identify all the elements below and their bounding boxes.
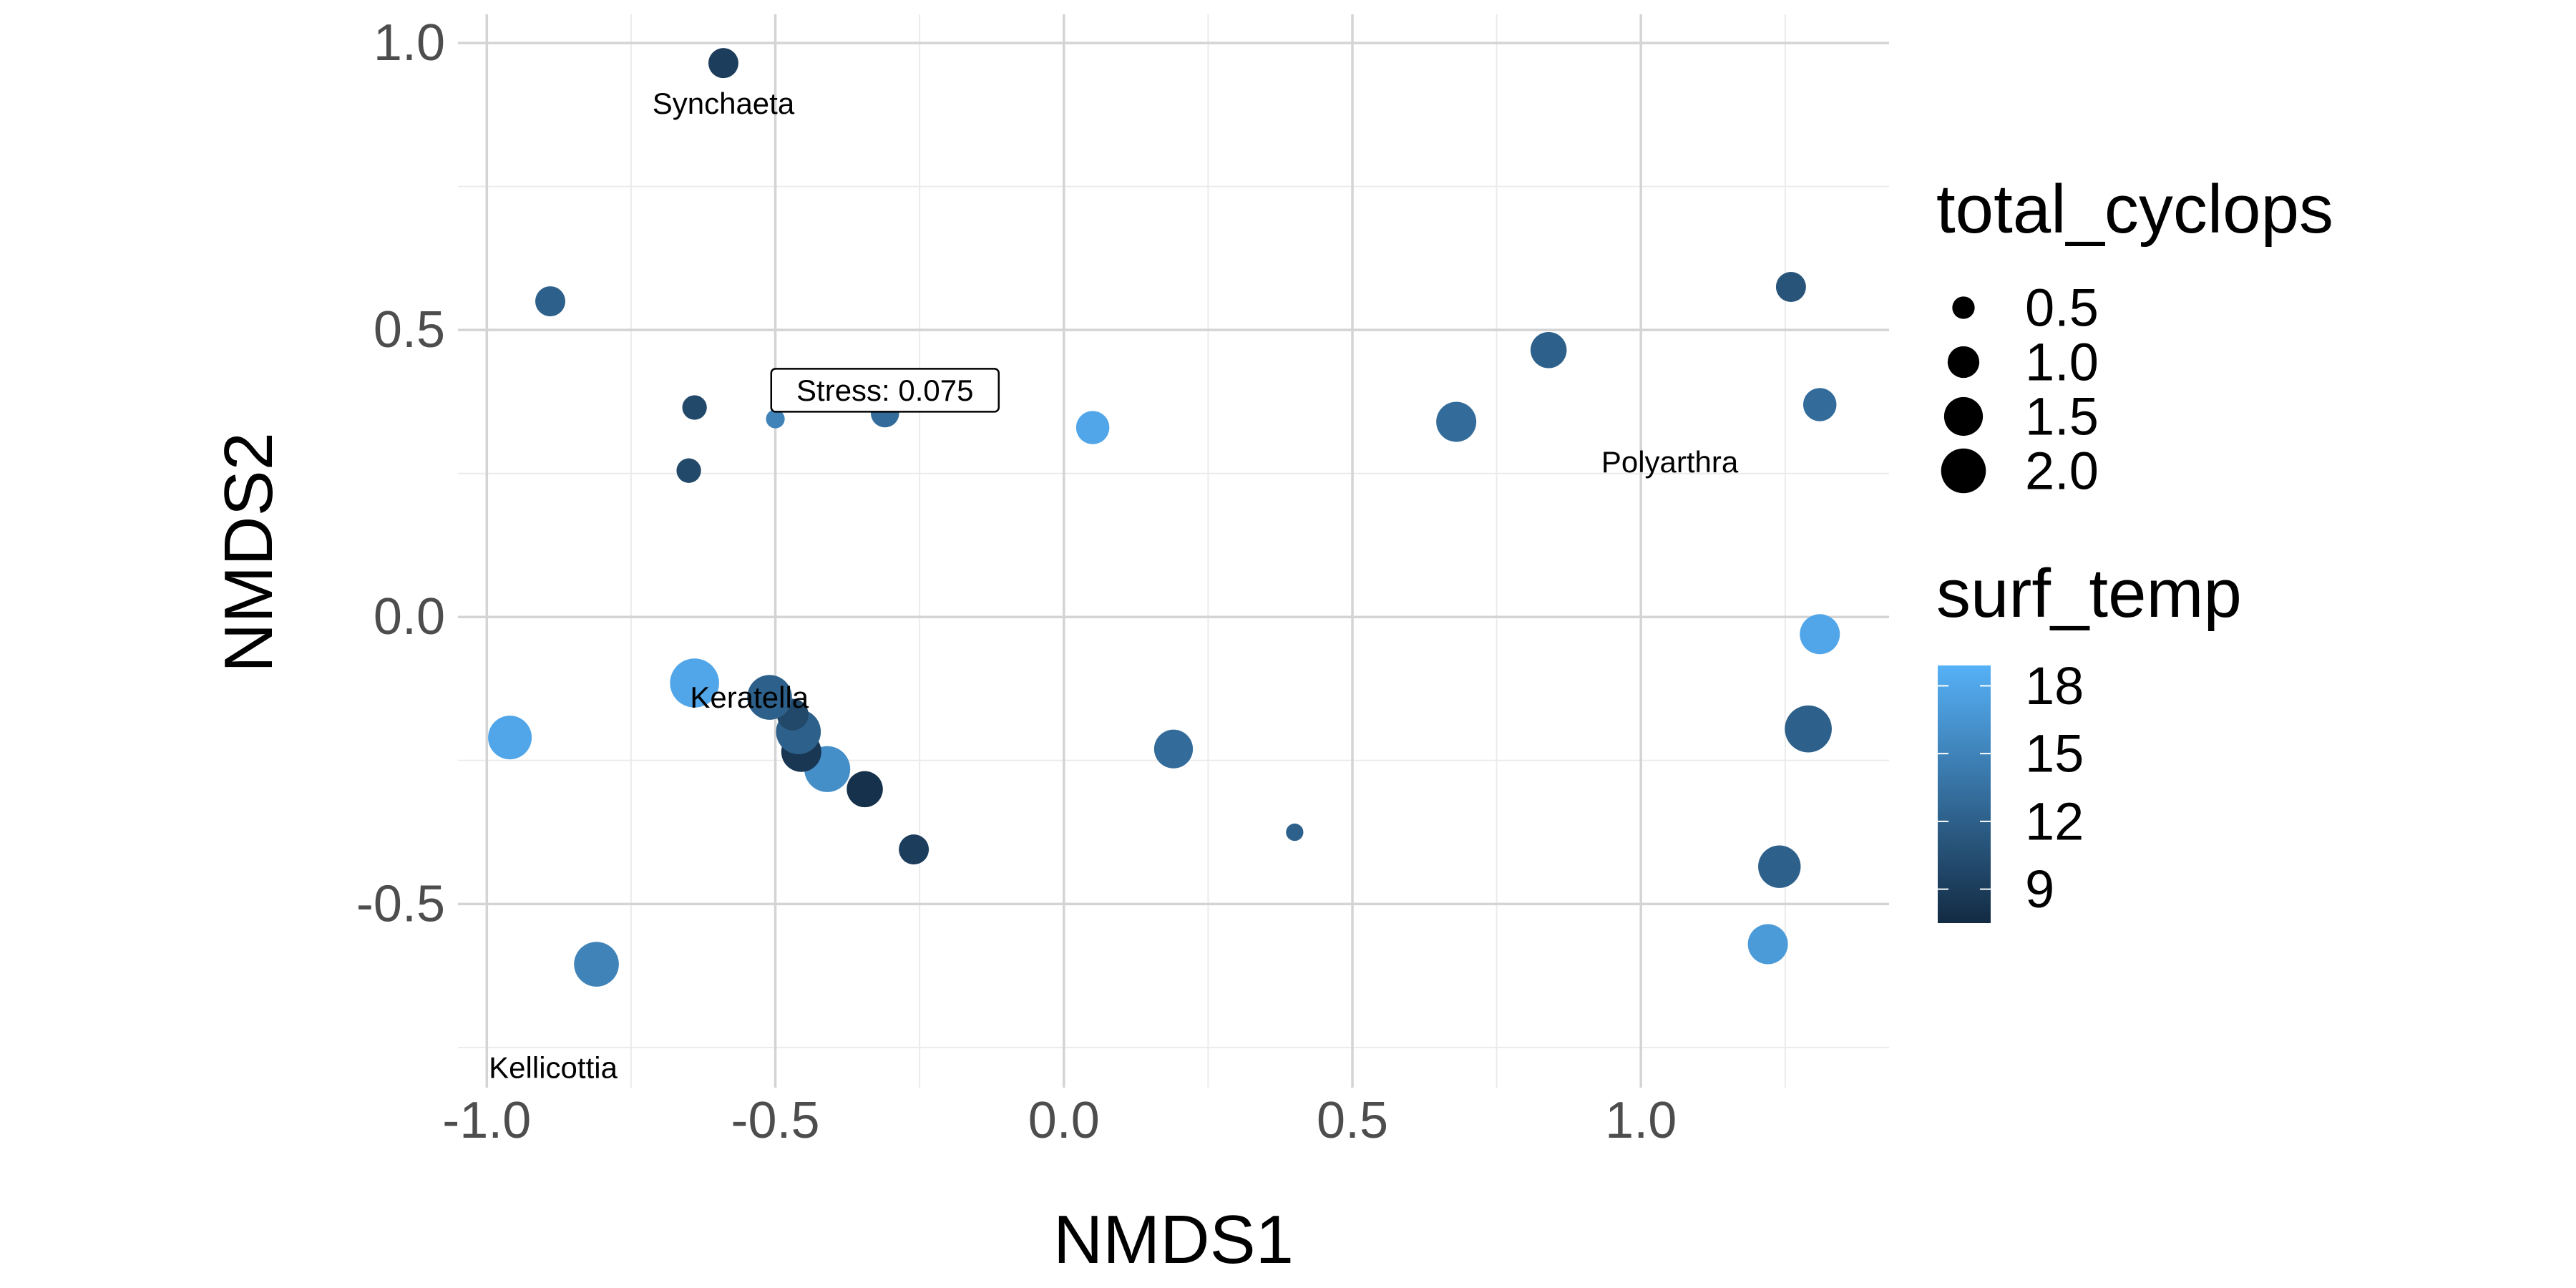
data-point bbox=[899, 834, 930, 865]
color-legend-label: 12 bbox=[2025, 791, 2084, 851]
species-labels: Synchaeta Polyarthra Keratella Kellicottia bbox=[489, 87, 1739, 1085]
size-legend-key bbox=[1947, 346, 1980, 379]
x-tick-label: -0.5 bbox=[731, 1092, 820, 1149]
data-point bbox=[747, 675, 792, 720]
data-point bbox=[1800, 614, 1840, 655]
data-point bbox=[1803, 388, 1837, 421]
y-tick-labels: -0.5 0.0 0.5 1.0 bbox=[356, 14, 445, 932]
data-point bbox=[676, 458, 701, 483]
color-legend-label: 18 bbox=[2025, 656, 2084, 716]
color-legend-title: surf_temp bbox=[1936, 555, 2242, 632]
data-point bbox=[1785, 705, 1832, 753]
x-tick-label: 0.0 bbox=[1028, 1092, 1100, 1149]
size-legend-key bbox=[1941, 448, 1986, 494]
size-legend-label: 2.0 bbox=[2025, 441, 2099, 501]
data-point bbox=[670, 658, 719, 708]
stress-annotation: Stress: 0.075 bbox=[770, 368, 1000, 413]
data-point bbox=[682, 395, 707, 420]
grid-major bbox=[458, 14, 1889, 1088]
data-point bbox=[1530, 332, 1567, 369]
color-legend: surf_temp 9 12 15 18 bbox=[1936, 555, 2242, 923]
data-point bbox=[708, 48, 738, 79]
data-point bbox=[1747, 924, 1788, 965]
size-legend-title: total_cyclops bbox=[1936, 171, 2333, 248]
x-tick-label: 1.0 bbox=[1605, 1092, 1677, 1149]
y-tick-label: 0.5 bbox=[374, 301, 445, 358]
size-legend: total_cyclops 0.51.01.52.0 bbox=[1936, 171, 2333, 501]
size-legend-key bbox=[1952, 296, 1975, 319]
size-legend-label: 0.5 bbox=[2025, 278, 2099, 338]
data-point bbox=[1286, 823, 1304, 841]
stress-text: Stress: 0.075 bbox=[796, 374, 973, 407]
data-point bbox=[847, 771, 883, 808]
data-point bbox=[766, 409, 785, 429]
data-point bbox=[1758, 845, 1801, 888]
x-tick-label: -1.0 bbox=[442, 1092, 531, 1149]
species-label: Synchaeta bbox=[653, 87, 795, 120]
size-legend-label: 1.0 bbox=[2025, 333, 2099, 392]
data-point bbox=[1075, 411, 1110, 444]
size-legend-items: 0.51.01.52.0 bbox=[1941, 278, 2099, 501]
x-tick-labels: -1.0 -0.5 0.0 0.5 1.0 bbox=[442, 1092, 1677, 1149]
data-point bbox=[574, 942, 619, 987]
y-axis-title: NMDS2 bbox=[210, 432, 287, 673]
color-legend-label: 9 bbox=[2025, 859, 2054, 919]
stress-box bbox=[770, 368, 1000, 413]
colorbar bbox=[1938, 665, 1991, 923]
color-legend-label: 15 bbox=[2025, 724, 2084, 784]
y-tick-label: 1.0 bbox=[374, 14, 445, 72]
data-point bbox=[1775, 272, 1806, 303]
species-label: Keratella bbox=[690, 680, 809, 714]
x-axis-title: NMDS1 bbox=[1053, 1201, 1294, 1278]
x-tick-label: 0.5 bbox=[1317, 1092, 1388, 1149]
species-label: Polyarthra bbox=[1601, 445, 1739, 479]
data-points bbox=[488, 48, 1840, 987]
data-point bbox=[488, 716, 532, 760]
species-label: Kellicottia bbox=[489, 1050, 618, 1084]
size-legend-label: 1.5 bbox=[2025, 387, 2099, 447]
color-legend-items: 9 12 15 18 bbox=[1938, 656, 2084, 919]
data-point bbox=[1436, 401, 1477, 442]
y-tick-label: 0.0 bbox=[374, 588, 445, 645]
data-point bbox=[1153, 729, 1194, 769]
data-point bbox=[535, 286, 566, 317]
size-legend-key bbox=[1943, 396, 1984, 436]
y-tick-label: -0.5 bbox=[356, 875, 445, 932]
